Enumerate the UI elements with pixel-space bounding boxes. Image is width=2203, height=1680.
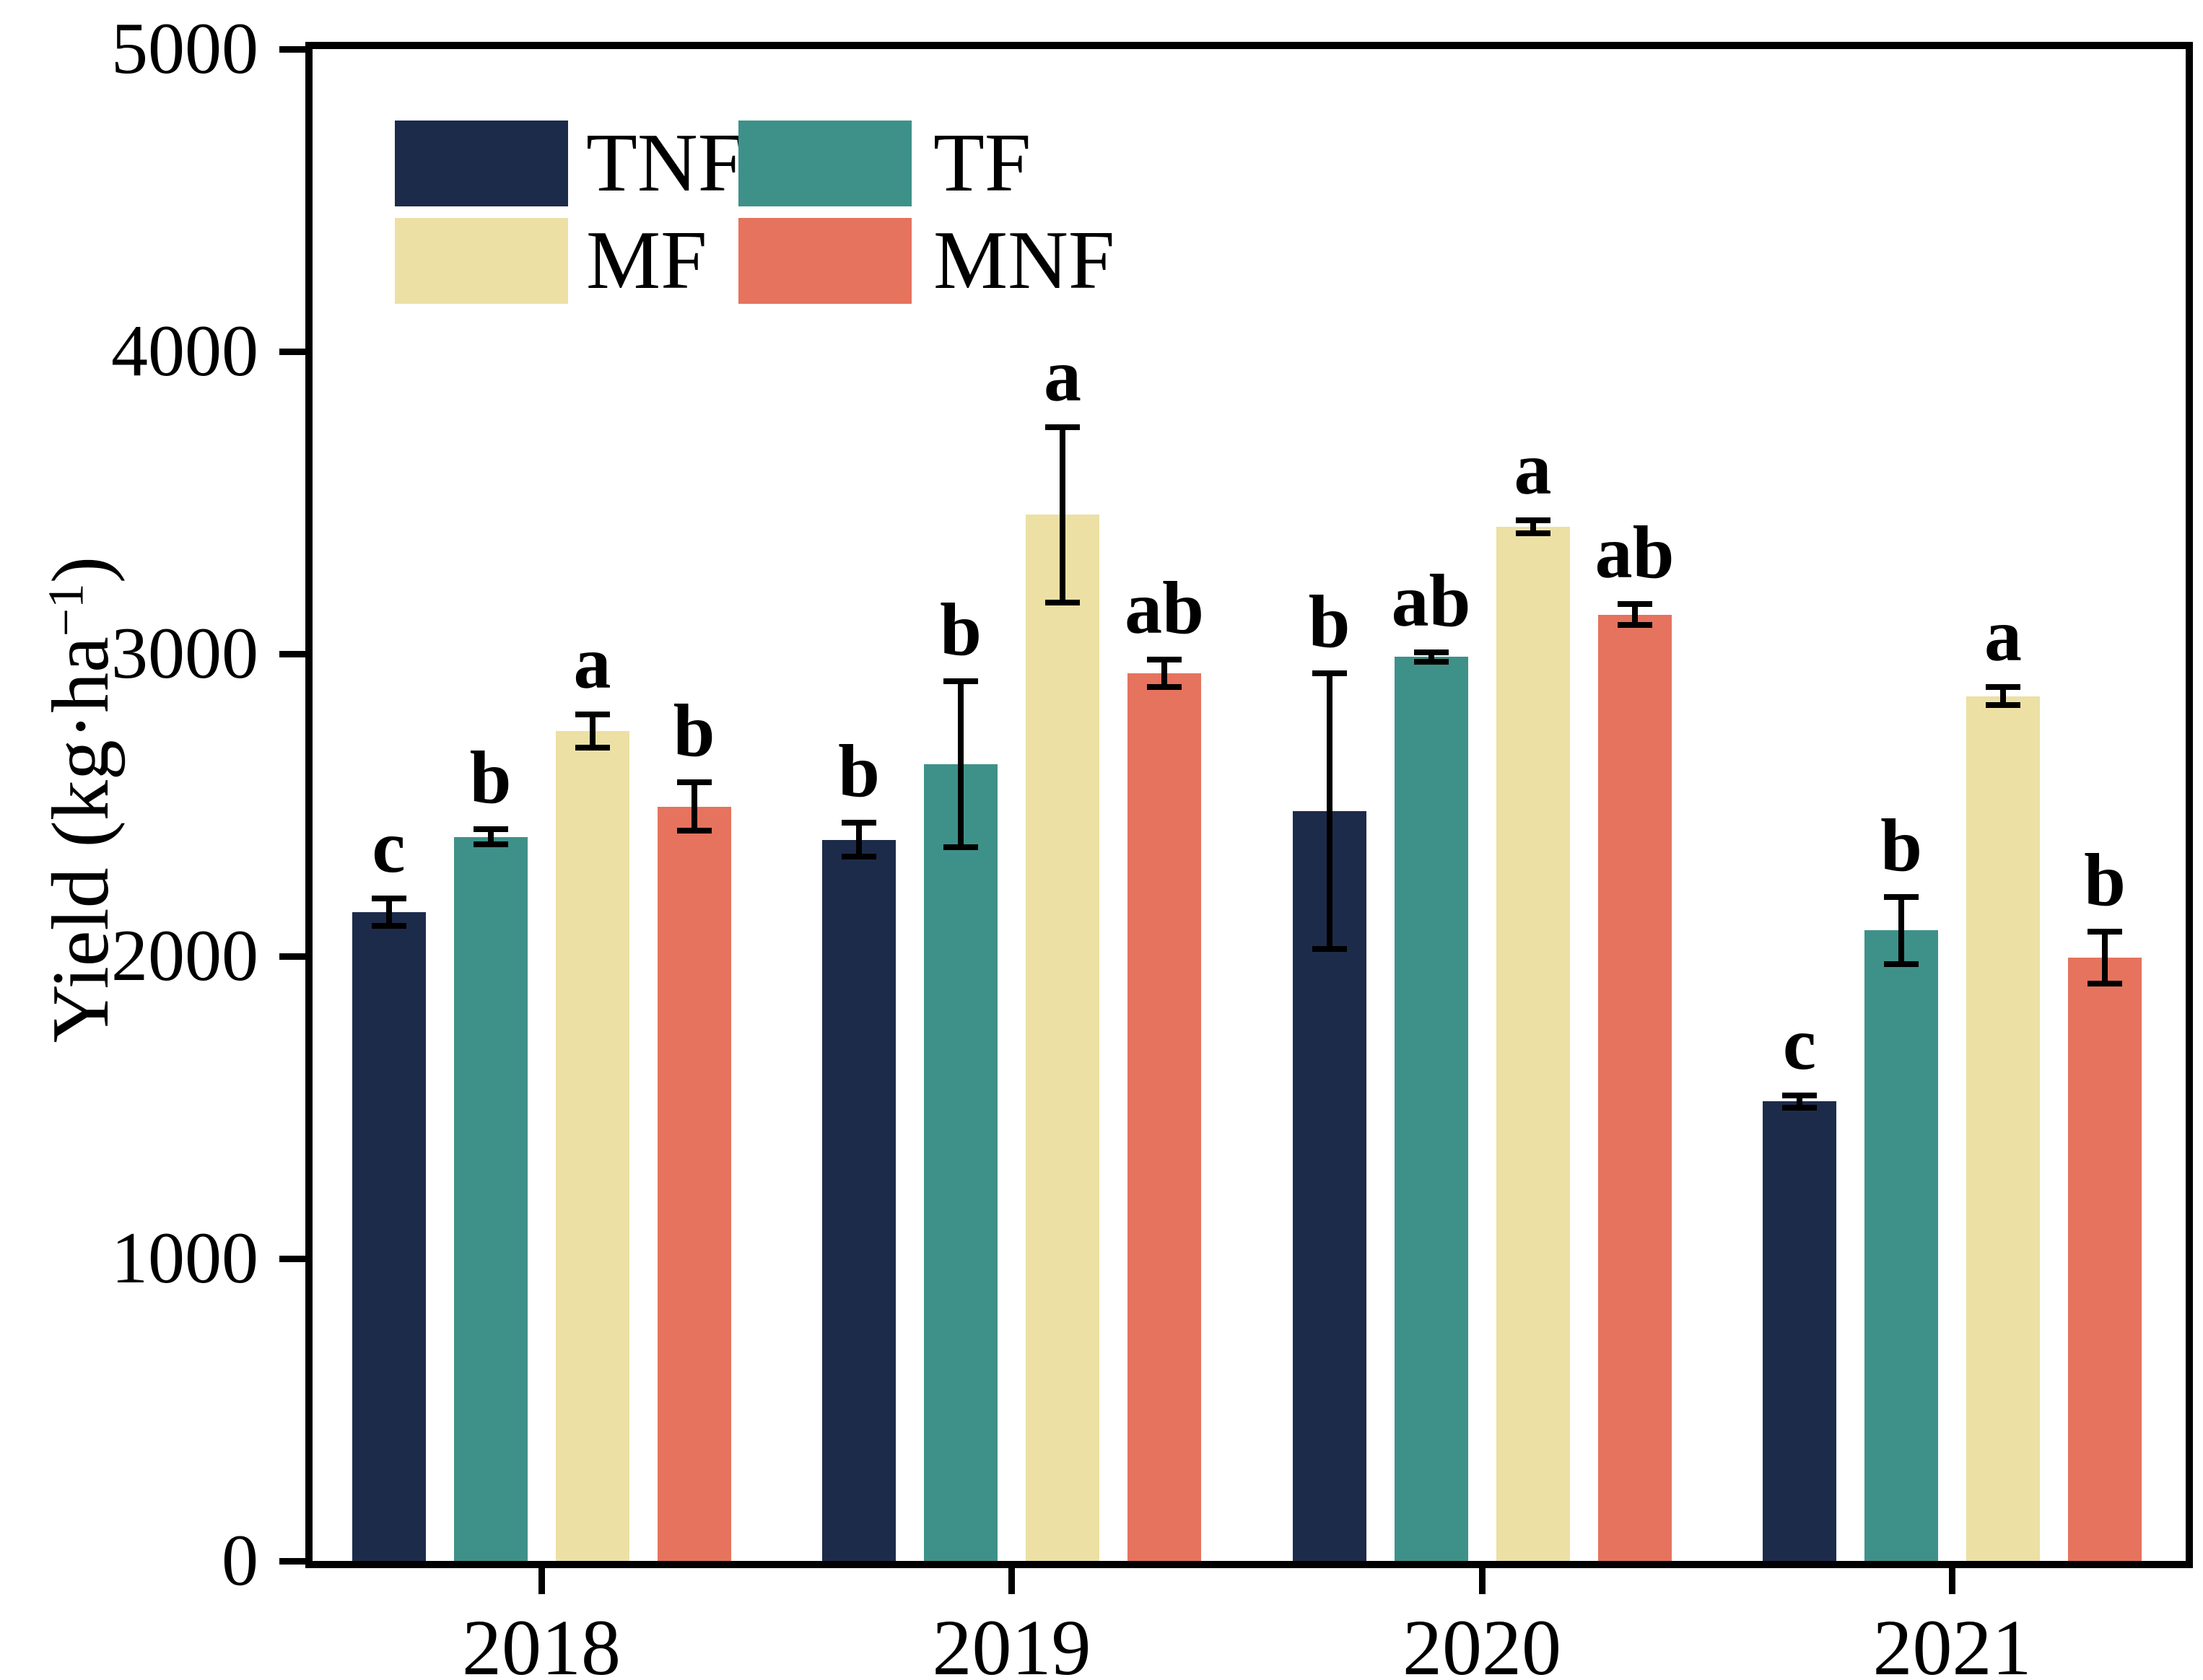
sig-letter-TNF-2021: c [1782, 1002, 1817, 1085]
error-bar-MNF-2018 [676, 779, 712, 834]
bar-MF-2018 [555, 730, 629, 1561]
error-bar-MF-2020 [1515, 517, 1550, 536]
error-bar-MF-2019 [1045, 424, 1080, 605]
legend-label-MNF: MNF [933, 214, 1115, 307]
x-axis-tick-label: 2019 [932, 1604, 1091, 1680]
error-bar-TF-2021 [1884, 894, 1919, 967]
bar-TNF-2018 [352, 912, 426, 1561]
legend-swatch-MNF [738, 218, 912, 304]
error-bar-TF-2019 [943, 678, 978, 851]
y-axis-tick [279, 953, 305, 960]
legend-swatch-TF [738, 121, 912, 206]
sig-letter-TF-2021: b [1880, 804, 1922, 888]
y-axis-tick [279, 348, 305, 355]
x-axis-tick-label: 2021 [1872, 1604, 2032, 1680]
y-axis-title: Yield (kg·ha−1) [20, 44, 126, 1556]
sig-letter-MF-2020: a [1514, 427, 1552, 511]
y-axis-tick [279, 650, 305, 657]
y-axis-tick-label: 0 [222, 1520, 258, 1601]
bar-TF-2020 [1394, 657, 1468, 1561]
bar-MNF-2020 [1597, 614, 1672, 1561]
sig-letter-MF-2019: a [1044, 333, 1081, 417]
bar-TF-2018 [453, 836, 528, 1561]
y-axis-tick-label: 4000 [111, 310, 258, 392]
x-axis-tick-label: 2018 [462, 1604, 621, 1680]
bar-TF-2019 [924, 764, 998, 1561]
error-bar-TNF-2021 [1782, 1092, 1817, 1111]
sig-letter-TF-2020: ab [1391, 559, 1471, 642]
sig-letter-MNF-2021: b [2084, 839, 2126, 922]
x-axis-tick [538, 1568, 545, 1594]
sig-letter-MNF-2019: ab [1125, 566, 1204, 650]
sig-letter-TF-2019: b [940, 587, 982, 671]
legend-swatch-TNF [395, 121, 568, 206]
y-axis-title-suffix: ) [36, 556, 126, 584]
error-bar-TNF-2018 [371, 896, 406, 929]
y-axis-tick [279, 45, 305, 53]
error-bar-MF-2021 [1986, 683, 2020, 709]
bar-MNF-2021 [2068, 958, 2142, 1561]
sig-letter-TNF-2019: b [838, 730, 880, 813]
sig-letter-MF-2018: a [573, 621, 611, 704]
y-axis-tick-label: 3000 [111, 613, 258, 694]
sig-letter-TNF-2018: c [372, 805, 406, 889]
sig-letter-TF-2018: b [469, 735, 512, 819]
legend-label-TF: TF [933, 117, 1031, 209]
legend-label-TNF: TNF [586, 117, 745, 209]
error-bar-MNF-2019 [1147, 657, 1182, 691]
x-axis-tick [1478, 1568, 1486, 1594]
legend-swatch-MF [395, 218, 568, 304]
error-bar-MNF-2020 [1617, 600, 1652, 629]
bar-TNF-2019 [822, 839, 896, 1561]
error-bar-TNF-2019 [842, 820, 876, 859]
plot-area: Yield (kg·ha−1) TNF TF MF MNF 0 1000 2000 3000… [36, 12, 2193, 1680]
x-axis-tick [1008, 1568, 1015, 1594]
bar-TNF-2021 [1763, 1101, 1836, 1561]
error-bar-TNF-2020 [1312, 670, 1347, 952]
sig-letter-MNF-2020: ab [1595, 510, 1675, 594]
bar-TF-2021 [1864, 930, 1938, 1561]
sig-letter-MNF-2018: b [673, 688, 715, 772]
error-bar-TF-2020 [1413, 649, 1449, 665]
bar-MNF-2019 [1127, 673, 1201, 1561]
sig-letter-TNF-2020: b [1308, 580, 1351, 664]
legend-label-MF: MF [586, 214, 707, 307]
y-axis-tick-label: 1000 [111, 1217, 258, 1299]
x-axis-tick [1949, 1568, 1955, 1594]
y-axis-tick-label: 2000 [111, 915, 258, 997]
error-bar-MNF-2021 [2088, 929, 2122, 986]
bar-MF-2020 [1496, 527, 1570, 1561]
y-axis-tick-label: 5000 [111, 8, 258, 89]
bar-MNF-2018 [657, 806, 731, 1561]
error-bar-MF-2018 [575, 711, 610, 751]
bar-MF-2021 [1966, 696, 2040, 1561]
y-axis-tick [279, 1557, 305, 1565]
bar-MF-2019 [1026, 515, 1099, 1561]
error-bar-TF-2018 [473, 826, 508, 848]
y-axis-tick [279, 1255, 305, 1262]
sig-letter-MF-2021: a [1984, 593, 2022, 677]
x-axis-tick-label: 2020 [1402, 1604, 1561, 1680]
